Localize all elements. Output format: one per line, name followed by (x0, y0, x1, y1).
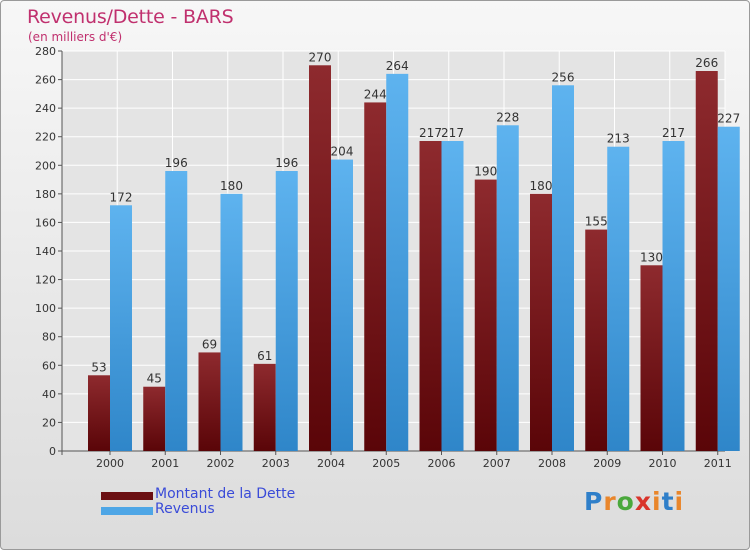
logo-letter: r (603, 487, 617, 516)
data-label-revenus: 204 (331, 145, 354, 159)
y-tick-label: 60 (42, 359, 56, 372)
y-tick-label: 120 (35, 274, 56, 287)
logo-letter: x (634, 487, 652, 516)
y-tick-label: 260 (35, 74, 56, 87)
x-tick-label: 2004 (317, 457, 345, 470)
data-label-revenus: 228 (496, 110, 519, 124)
bar-revenus (496, 125, 519, 452)
bar-dette (695, 71, 718, 451)
data-label-dette: 69 (202, 337, 217, 351)
logo-letter: o (616, 487, 635, 516)
legend-label-dette: Montant de la Dette (155, 486, 296, 502)
y-tick-label: 280 (35, 45, 56, 58)
y-tick-label: 100 (35, 302, 56, 315)
x-tick-label: 2000 (96, 457, 124, 470)
logo-letter: P (584, 487, 604, 516)
x-tick-label: 2002 (207, 457, 235, 470)
bar-dette (474, 179, 497, 452)
bars (88, 65, 740, 452)
y-tick-label: 0 (49, 445, 56, 458)
x-tick-label: 2010 (649, 457, 677, 470)
data-label-dette: 130 (640, 250, 663, 264)
bar-dette (88, 375, 110, 451)
legend-label-revenus: Revenus (155, 501, 215, 517)
x-tick-label: 2009 (593, 457, 621, 470)
data-label-revenus: 196 (275, 156, 298, 170)
x-tick-label: 2001 (151, 457, 179, 470)
bar-revenus (275, 171, 298, 451)
logo-letter: i (674, 487, 685, 516)
bar-revenus (662, 141, 685, 451)
data-label-dette: 61 (257, 349, 272, 363)
bar-revenus (386, 73, 409, 451)
y-tick-label: 40 (42, 388, 56, 401)
x-tick-label: 2008 (538, 457, 566, 470)
legend-swatch-dette (101, 492, 153, 500)
x-tick-label: 2007 (483, 457, 511, 470)
data-label-revenus: 172 (110, 190, 133, 204)
data-label-revenus: 196 (165, 156, 188, 170)
y-tick-label: 200 (35, 159, 56, 172)
y-tick-label: 220 (35, 131, 56, 144)
y-tick-label: 240 (35, 102, 56, 115)
data-label-dette: 244 (364, 87, 387, 101)
x-tick-label: 2011 (704, 457, 732, 470)
data-label-dette: 266 (695, 56, 718, 70)
data-label-dette: 155 (585, 215, 608, 229)
axes: 0 20 40 60 80 100 120 140 160 180 200 220 240 260 280 2… (35, 45, 732, 470)
x-tick-label: 2006 (428, 457, 456, 470)
bar-revenus (110, 205, 132, 451)
bar-dette (309, 65, 331, 452)
data-label-revenus: 264 (386, 59, 409, 73)
data-label-dette: 45 (147, 372, 162, 386)
y-tick-label: 140 (35, 245, 56, 258)
data-label-dette: 190 (474, 165, 497, 179)
y-tick-label: 20 (42, 416, 56, 429)
bar-revenus (220, 193, 243, 451)
data-label-revenus: 227 (717, 112, 740, 126)
y-tick-label: 80 (42, 331, 56, 344)
bar-revenus (552, 85, 574, 452)
data-label-revenus: 256 (552, 70, 575, 84)
data-label-revenus: 180 (220, 179, 243, 193)
bar-dette (640, 265, 663, 451)
bar-dette (585, 229, 608, 451)
bar-revenus (331, 159, 353, 452)
bar-dette (364, 102, 387, 451)
proxiti-logo: Proxiti (584, 487, 684, 516)
bar-dette (198, 352, 221, 451)
y-tick-label: 180 (35, 188, 56, 201)
bar-revenus (717, 126, 740, 451)
chart-title: Revenus/Dette - BARS (27, 6, 234, 28)
y-tick-label: 160 (35, 216, 56, 229)
data-label-revenus: 213 (607, 132, 630, 146)
x-tick-label: 2005 (372, 457, 400, 470)
bar-revenus (165, 171, 188, 451)
data-label-revenus: 217 (441, 126, 464, 140)
data-label-dette: 270 (309, 50, 332, 64)
bar-dette (143, 386, 166, 451)
chart-subtitle: (en milliers d'€) (28, 30, 123, 44)
logo-letter: t (661, 487, 675, 516)
logo-letter: i (652, 487, 662, 516)
data-label-dette: 53 (91, 360, 106, 374)
data-label-revenus: 217 (662, 126, 685, 140)
legend-swatch-revenus (101, 507, 153, 515)
data-label-dette: 217 (419, 126, 442, 140)
bar-dette (419, 141, 442, 451)
data-label-dette: 180 (530, 179, 553, 193)
bar-revenus (607, 146, 630, 451)
bar-dette (530, 193, 552, 451)
bar-revenus (441, 141, 464, 451)
x-tick-label: 2003 (262, 457, 290, 470)
bar-dette (253, 363, 276, 451)
